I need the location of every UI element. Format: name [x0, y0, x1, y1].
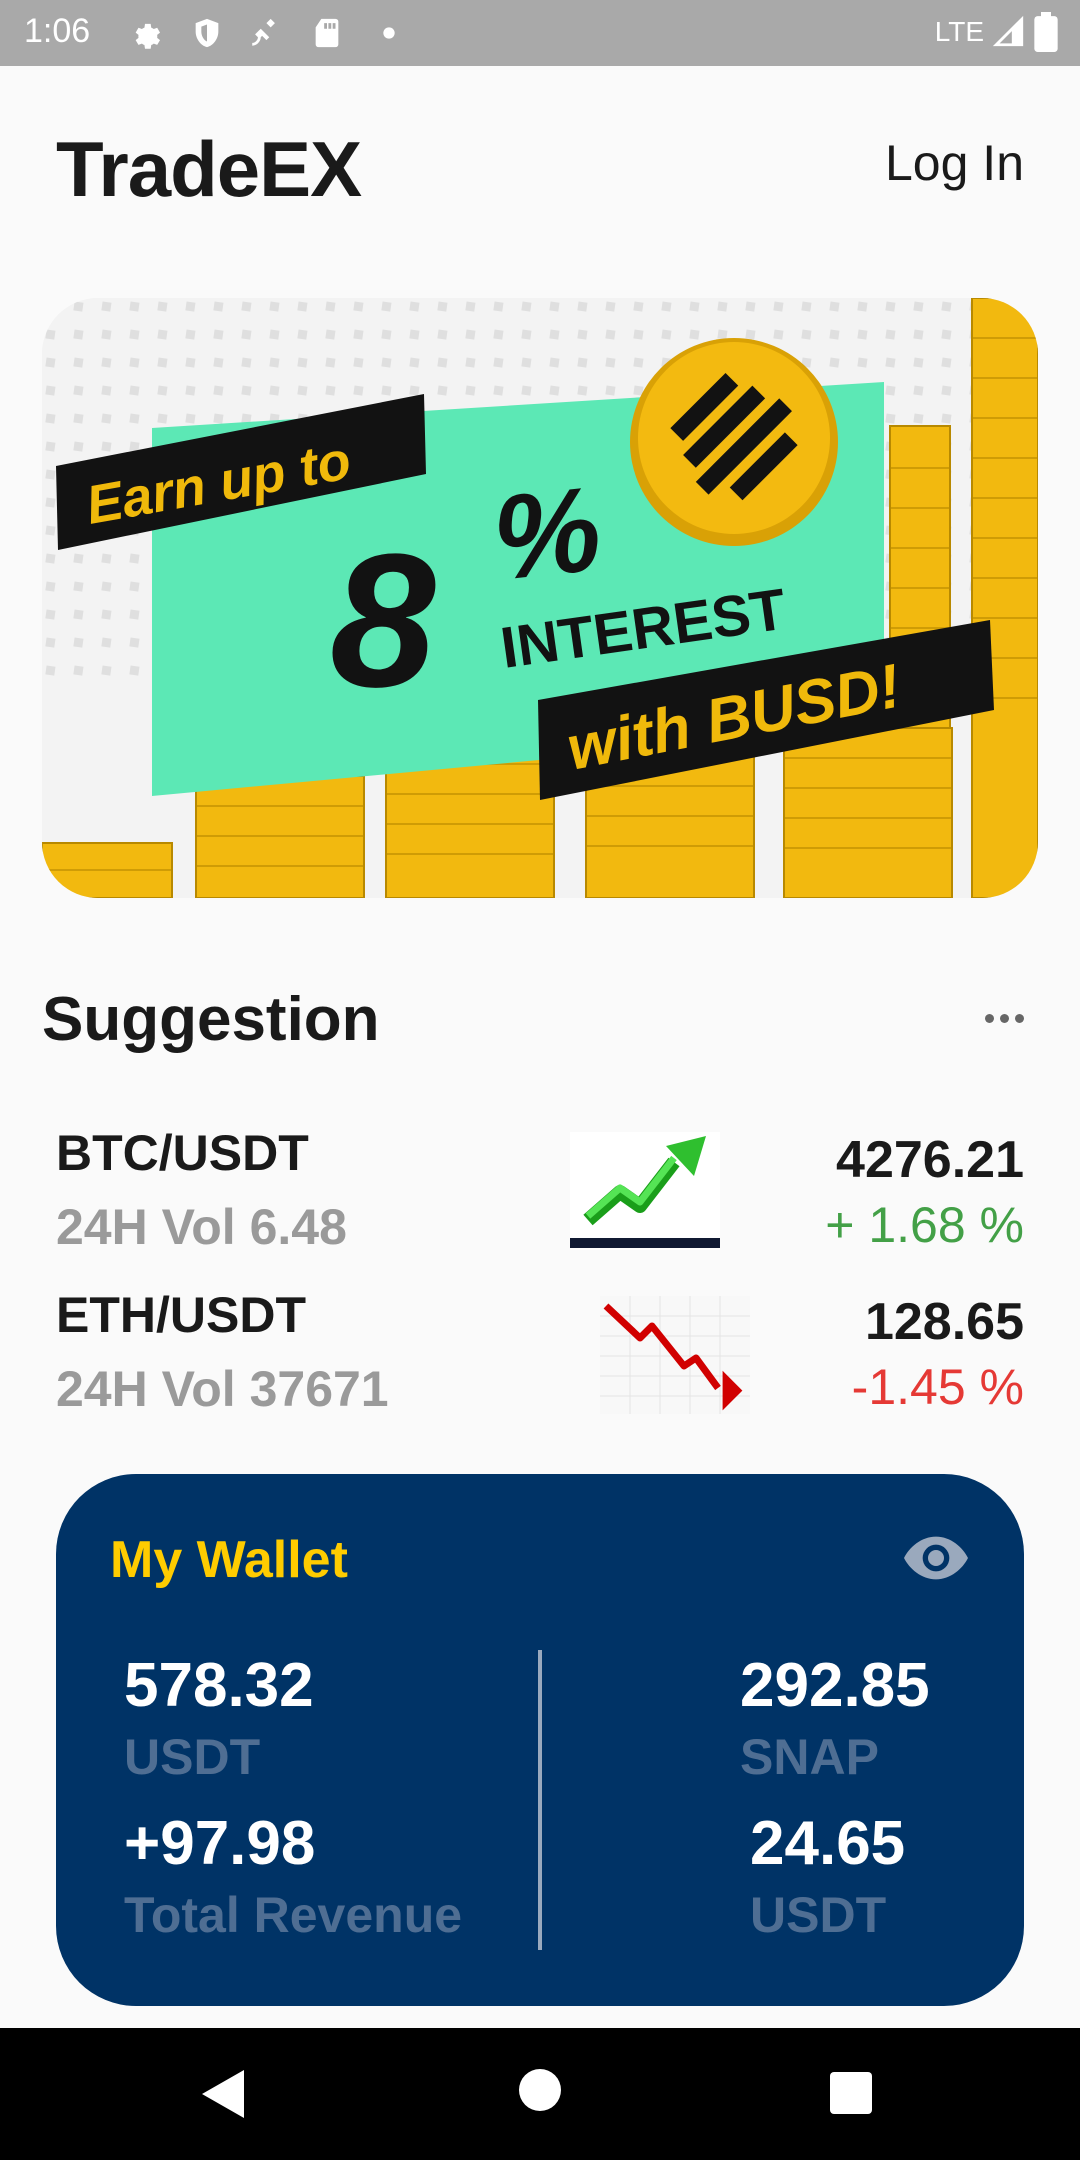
status-time: 1:06	[24, 12, 91, 50]
pair-change: -1.45 %	[851, 1359, 1024, 1415]
dot-icon	[383, 27, 395, 39]
promo-banner-art: Earn up to 8 % INTEREST with BUSD!	[42, 298, 1038, 898]
pair-change: + 1.68 %	[825, 1197, 1024, 1253]
pair-volume: 24H Vol 37671	[56, 1361, 389, 1417]
trend-down-chart-icon	[600, 1296, 750, 1414]
pair-row-eth[interactable]: ETH/USDT 24H Vol 37671 128.65 -1.45 %	[0, 1286, 1080, 1436]
trend-up-chart-icon	[570, 1132, 720, 1250]
home-icon[interactable]	[518, 2068, 562, 2112]
banner-percent: %	[487, 461, 607, 605]
signal-icon	[992, 15, 1024, 47]
wallet-title: My Wallet	[110, 1531, 348, 1589]
wallet-snap-label: SNAP	[740, 1729, 879, 1785]
login-button[interactable]: Log In	[884, 135, 1024, 191]
recents-icon[interactable]	[830, 2072, 872, 2114]
sd-card-icon	[315, 18, 339, 48]
satellite-icon	[252, 18, 275, 46]
wallet-usdt2-label: USDT	[750, 1887, 887, 1943]
wallet-revenue-value: +97.98	[124, 1809, 316, 1878]
network-type: LTE	[934, 16, 984, 47]
system-nav-bar	[0, 2028, 1080, 2160]
suggestion-title: Suggestion	[42, 985, 380, 1054]
wallet-card[interactable]: My Wallet 578.32 USDT +97.98 Total Reven…	[56, 1474, 1024, 2006]
wallet-usdt-label: USDT	[124, 1729, 261, 1785]
more-horizontal-icon[interactable]	[985, 1014, 1024, 1023]
pair-name: BTC/USDT	[56, 1125, 309, 1181]
banner-big-number: 8	[330, 515, 436, 727]
pair-row-btc[interactable]: BTC/USDT 24H Vol 6.48 4276.21 + 1.68 %	[0, 1124, 1080, 1274]
gear-icon	[135, 23, 161, 49]
busd-coin-icon	[630, 338, 838, 546]
promo-banner[interactable]: Earn up to 8 % INTEREST with BUSD!	[42, 298, 1038, 898]
pair-price: 128.65	[864, 1293, 1024, 1351]
eye-icon[interactable]	[904, 1536, 968, 1580]
wallet-usdt2-value: 24.65	[750, 1809, 906, 1878]
pair-price: 4276.21	[836, 1131, 1024, 1189]
battery-icon	[1034, 12, 1058, 52]
pair-name: ETH/USDT	[56, 1287, 306, 1343]
app-title: TradeEX	[56, 125, 362, 213]
back-icon[interactable]	[200, 2068, 246, 2120]
wallet-revenue-label: Total Revenue	[124, 1887, 463, 1943]
pair-volume: 24H Vol 6.48	[56, 1199, 347, 1255]
status-bar: 1:06 LTE	[0, 0, 1080, 66]
wallet-snap-balance: 292.85	[740, 1651, 930, 1720]
wallet-divider	[538, 1650, 542, 1950]
wallet-usdt-balance: 578.32	[124, 1651, 314, 1720]
shield-icon	[195, 18, 219, 48]
